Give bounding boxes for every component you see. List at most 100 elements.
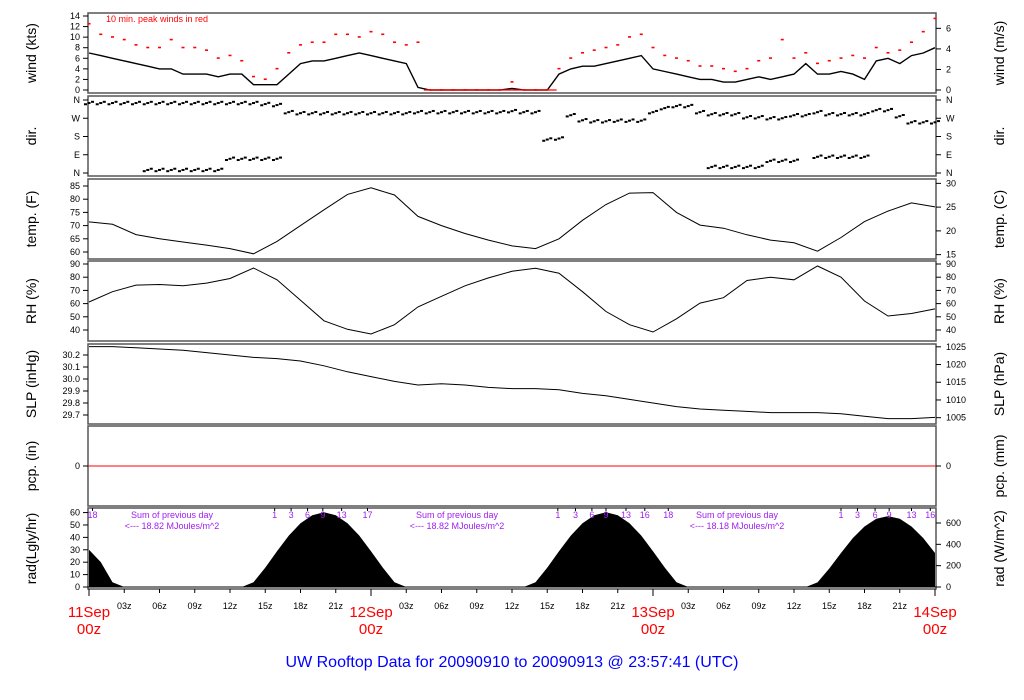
wind-peak-mark: [299, 44, 302, 46]
rh-left-axis-label: RH (%): [23, 278, 39, 324]
wind-peak-mark: [792, 57, 796, 59]
wind-mean-line: [88, 47, 936, 91]
wind-peak-mark: [898, 49, 902, 51]
dir-point: [196, 100, 200, 103]
dir-point: [337, 110, 341, 113]
dir-point: [240, 102, 244, 105]
dir-point: [431, 109, 435, 112]
slp-left-tick-label: 29.9: [62, 386, 80, 396]
dir-point: [201, 103, 205, 106]
rad-left-tick-label: 50: [70, 520, 80, 530]
dir-point: [737, 111, 741, 114]
temp-right-tick-label: 15: [946, 250, 956, 260]
dir-point: [530, 112, 534, 115]
wind-right-tick-label: 2: [946, 64, 951, 74]
dir-point-secondary: [839, 155, 843, 158]
rad-right-tick-label: 0: [946, 582, 951, 592]
dir-point: [796, 112, 800, 115]
rad-daily-sum-title: Sum of previous day: [131, 510, 214, 520]
dir-right-tick-label: N: [946, 168, 953, 178]
dir-point-secondary: [835, 156, 839, 159]
wind-right-axis-label: wind (m/s): [991, 21, 1007, 87]
dir-point: [381, 112, 385, 115]
dir-panel-frame: [87, 95, 937, 177]
wind-peak-mark: [639, 33, 643, 36]
dir-point-secondary: [189, 170, 193, 173]
dir-point: [181, 102, 185, 105]
wind-peak-mark: [604, 46, 608, 49]
dir-point: [628, 119, 631, 122]
wind-peak-mark: [921, 30, 925, 33]
dir-point: [161, 100, 165, 103]
rad-cumulative-mark: 9: [887, 510, 892, 520]
wind-left-tick-label: 12: [70, 22, 80, 32]
dir-point: [154, 103, 158, 106]
dir-point: [216, 102, 220, 105]
slp-right-tick-label: 1025: [946, 342, 966, 352]
dir-point: [232, 100, 236, 103]
dir-point-secondary: [255, 156, 259, 159]
dir-point: [408, 110, 412, 113]
wind-peak-mark: [745, 67, 749, 70]
dir-point-secondary: [866, 154, 870, 157]
rad-daily-sum-title: Sum of previous day: [696, 510, 779, 520]
pcp-right-tick-label: 0: [946, 461, 951, 471]
dir-point: [624, 120, 628, 123]
dir-point: [702, 109, 706, 112]
dir-point: [142, 103, 146, 106]
rad-cumulative-mark: 1: [555, 510, 560, 520]
dir-point: [290, 109, 294, 112]
rad-cumulative-mark: 16: [640, 510, 650, 520]
wind-peak-mark: [111, 36, 114, 38]
wind-right-tick-label: 4: [946, 44, 951, 54]
dir-point-secondary: [741, 167, 745, 170]
wind-peak-mark: [569, 57, 573, 59]
dir-point: [189, 103, 193, 106]
dir-point: [666, 105, 670, 108]
dir-point: [835, 114, 839, 117]
dir-point: [636, 120, 640, 123]
dir-point: [561, 136, 565, 139]
dir-point: [874, 109, 878, 112]
rh-right-tick-label: 70: [946, 285, 956, 295]
rad-right-tick-label: 400: [946, 539, 961, 549]
dir-point: [921, 121, 925, 124]
dir-point: [393, 112, 396, 115]
time-hour-label: 12z: [787, 601, 802, 611]
dir-point-secondary: [816, 155, 819, 158]
dir-right-tick-label: N: [946, 95, 953, 105]
rad-cumulative-mark: 13: [337, 510, 347, 520]
wind-peak-mark: [827, 59, 831, 62]
dir-point: [318, 113, 322, 116]
dir-point: [126, 100, 130, 103]
time-hour-label: 03z: [117, 601, 132, 611]
dir-point-secondary: [196, 167, 200, 170]
dir-point: [878, 107, 882, 110]
dir-point: [475, 111, 479, 114]
slp-right-axis-label: SLP (hPa): [991, 352, 1007, 416]
rh-left-tick-label: 60: [70, 299, 80, 309]
dir-point: [424, 112, 428, 115]
dir-point: [542, 139, 546, 142]
rad-cumulative-mark: 9: [603, 510, 608, 520]
time-day-hour-label: 00z: [923, 621, 947, 638]
wind-left-tick-label: 10: [70, 32, 80, 42]
dir-point-secondary: [706, 167, 710, 170]
wind-peak-mark: [733, 70, 737, 73]
rad-cumulative-mark: 6: [589, 510, 594, 520]
wind-peak-mark: [675, 57, 678, 59]
dir-point: [937, 120, 941, 123]
wind-peak-mark: [122, 38, 126, 41]
dir-point: [220, 100, 224, 103]
time-hour-label: 06z: [434, 601, 449, 611]
dir-point: [819, 109, 823, 112]
wind-peak-mark: [769, 57, 772, 59]
dir-point: [279, 102, 283, 105]
dir-point-secondary: [240, 157, 244, 160]
dir-point-secondary: [154, 170, 158, 173]
dir-point: [354, 113, 358, 116]
wind-peak-mark: [146, 46, 150, 49]
wind-peak-mark: [592, 49, 596, 51]
dir-point: [933, 121, 937, 124]
dir-point: [365, 113, 369, 116]
